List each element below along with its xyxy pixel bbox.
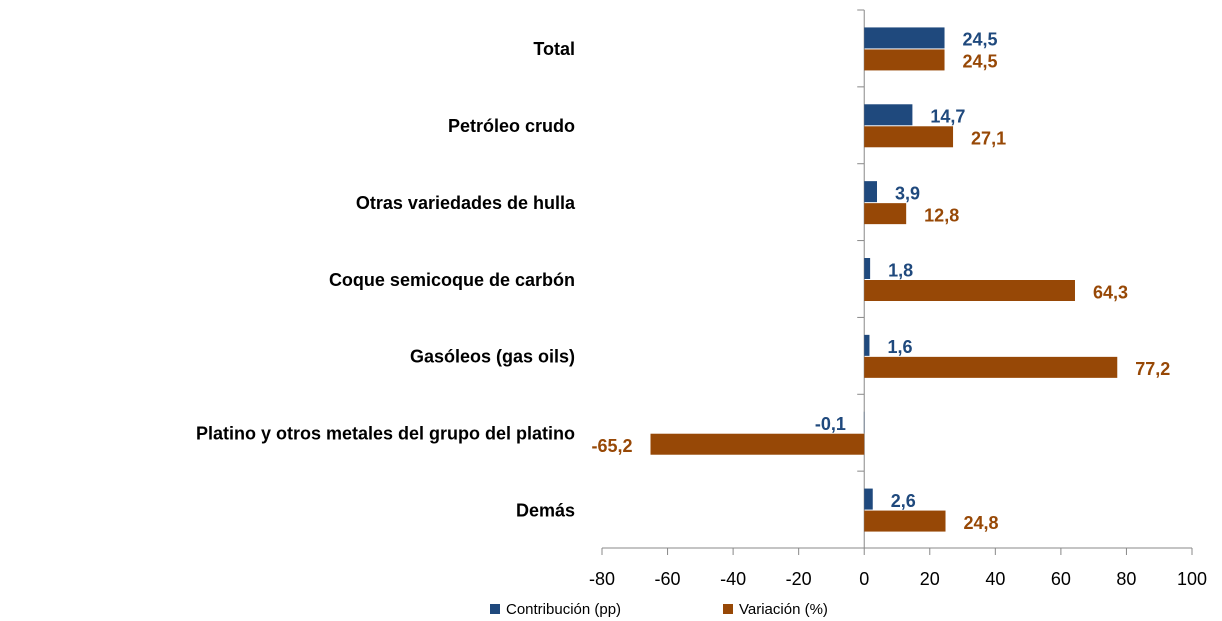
bar: [864, 49, 945, 71]
value-label: 12,8: [924, 205, 959, 225]
bar: [864, 203, 907, 225]
category-label: Total: [533, 39, 575, 59]
category-label: Gasóleos (gas oils): [410, 347, 575, 367]
value-label: 14,7: [930, 107, 965, 127]
value-label: 1,8: [888, 260, 913, 280]
x-tick-label: 100: [1177, 569, 1207, 589]
legend-label: Contribución (pp): [506, 601, 621, 618]
bar: [864, 280, 1075, 301]
bar: [650, 433, 865, 455]
category-label: Otras variedades de hulla: [356, 193, 576, 213]
value-label: 24,8: [964, 513, 999, 533]
x-tick-label: -80: [589, 569, 615, 589]
legend-swatch: [723, 604, 733, 614]
bar: [864, 356, 1118, 378]
value-label: -0,1: [815, 414, 846, 434]
x-tick-label: 80: [1116, 569, 1136, 589]
x-tick-label: 60: [1051, 569, 1071, 589]
bar: [864, 104, 913, 126]
x-tick-label: 0: [859, 569, 869, 589]
legend-label: Variación (%): [739, 601, 828, 618]
x-tick-label: 40: [985, 569, 1005, 589]
bar: [864, 488, 873, 510]
value-label: 27,1: [971, 129, 1006, 149]
category-label: Platino y otros metales del grupo del pl…: [196, 423, 575, 443]
x-tick-label: -20: [786, 569, 812, 589]
bar: [864, 334, 870, 356]
x-tick-label: -40: [720, 569, 746, 589]
category-label: Demás: [516, 500, 575, 520]
value-label: 1,6: [887, 337, 912, 357]
bar: [864, 258, 871, 279]
category-label: Coque semicoque de carbón: [329, 270, 575, 290]
category-label: Petróleo crudo: [448, 116, 575, 136]
value-label: 64,3: [1093, 282, 1128, 302]
value-label: 2,6: [891, 491, 916, 511]
bar: [864, 181, 878, 203]
bar: [864, 510, 946, 532]
legend-swatch: [490, 604, 500, 614]
bar: [864, 27, 945, 49]
value-label: 77,2: [1135, 359, 1170, 379]
bar: [864, 126, 954, 148]
value-label: -65,2: [591, 436, 632, 456]
x-tick-label: -60: [655, 569, 681, 589]
value-label: 3,9: [895, 183, 920, 203]
value-label: 24,5: [963, 52, 998, 72]
x-tick-label: 20: [920, 569, 940, 589]
value-label: 24,5: [963, 30, 998, 50]
